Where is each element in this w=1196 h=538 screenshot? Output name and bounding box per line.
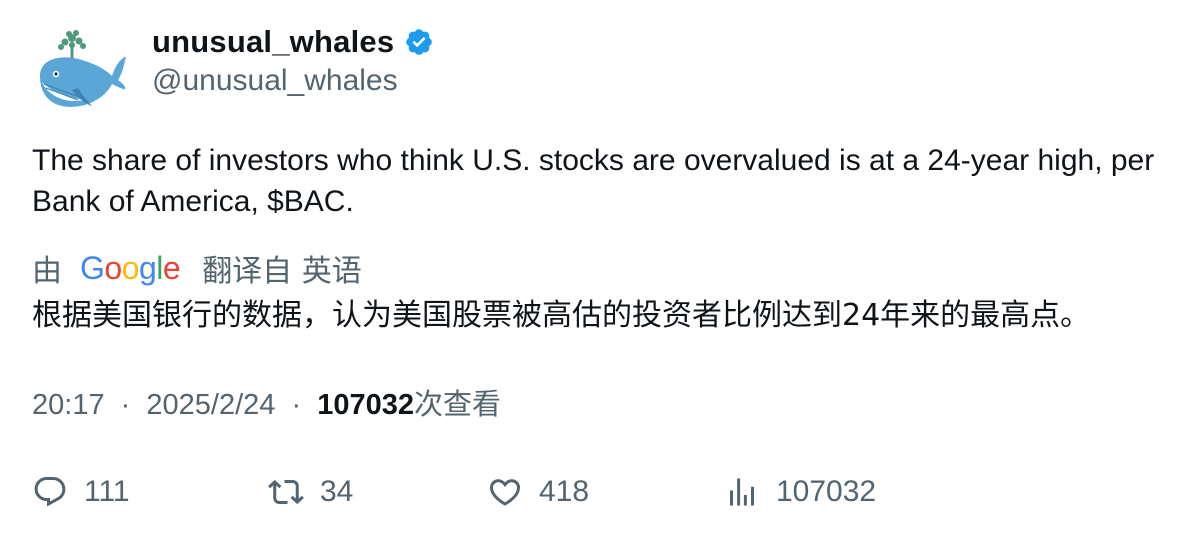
action-bar: 111 34 418 107032	[32, 470, 1172, 514]
user-handle[interactable]: @unusual_whales	[152, 64, 398, 97]
avatar[interactable]	[32, 24, 128, 120]
meta-separator: ·	[120, 389, 131, 421]
translated-text: 根据美国银行的数据，认为美国股票被高估的投资者比例达到24年来的最高点。	[32, 298, 1091, 333]
reply-button[interactable]: 111	[32, 470, 130, 514]
retweet-icon	[268, 479, 304, 505]
reply-count: 111	[84, 475, 130, 508]
analytics-icon	[730, 478, 754, 506]
display-name-row: unusual_whales	[152, 22, 434, 62]
views-button[interactable]: 107032	[724, 470, 876, 514]
display-name[interactable]: unusual_whales	[152, 24, 395, 59]
views-action-count: 107032	[776, 475, 877, 508]
translation-prefix: 由	[32, 254, 62, 289]
tweet-text: The share of investors who think U.S. st…	[32, 144, 1155, 218]
views-count: 107032	[317, 389, 414, 421]
reply-icon	[34, 477, 66, 507]
heart-icon	[489, 479, 521, 506]
retweet-button[interactable]: 34	[268, 470, 353, 514]
verified-badge-icon[interactable]	[404, 27, 434, 57]
tweet-date[interactable]: 2025/2/24	[146, 389, 276, 421]
tweet-meta: 20:17 · 2025/2/24 · 107032次查看	[32, 384, 501, 425]
translation-attribution[interactable]: 由 Google 翻译自 英语	[32, 246, 362, 290]
google-logo: Google	[80, 249, 181, 286]
meta-separator-2: ·	[291, 389, 302, 421]
tweet-time[interactable]: 20:17	[32, 389, 105, 421]
like-count: 418	[539, 475, 590, 508]
like-button[interactable]: 418	[487, 470, 589, 514]
retweet-count: 34	[320, 475, 354, 508]
views-label: 次查看	[413, 387, 501, 421]
translation-source-language: 翻译自 英语	[202, 254, 362, 289]
whale-avatar-icon	[32, 24, 128, 120]
